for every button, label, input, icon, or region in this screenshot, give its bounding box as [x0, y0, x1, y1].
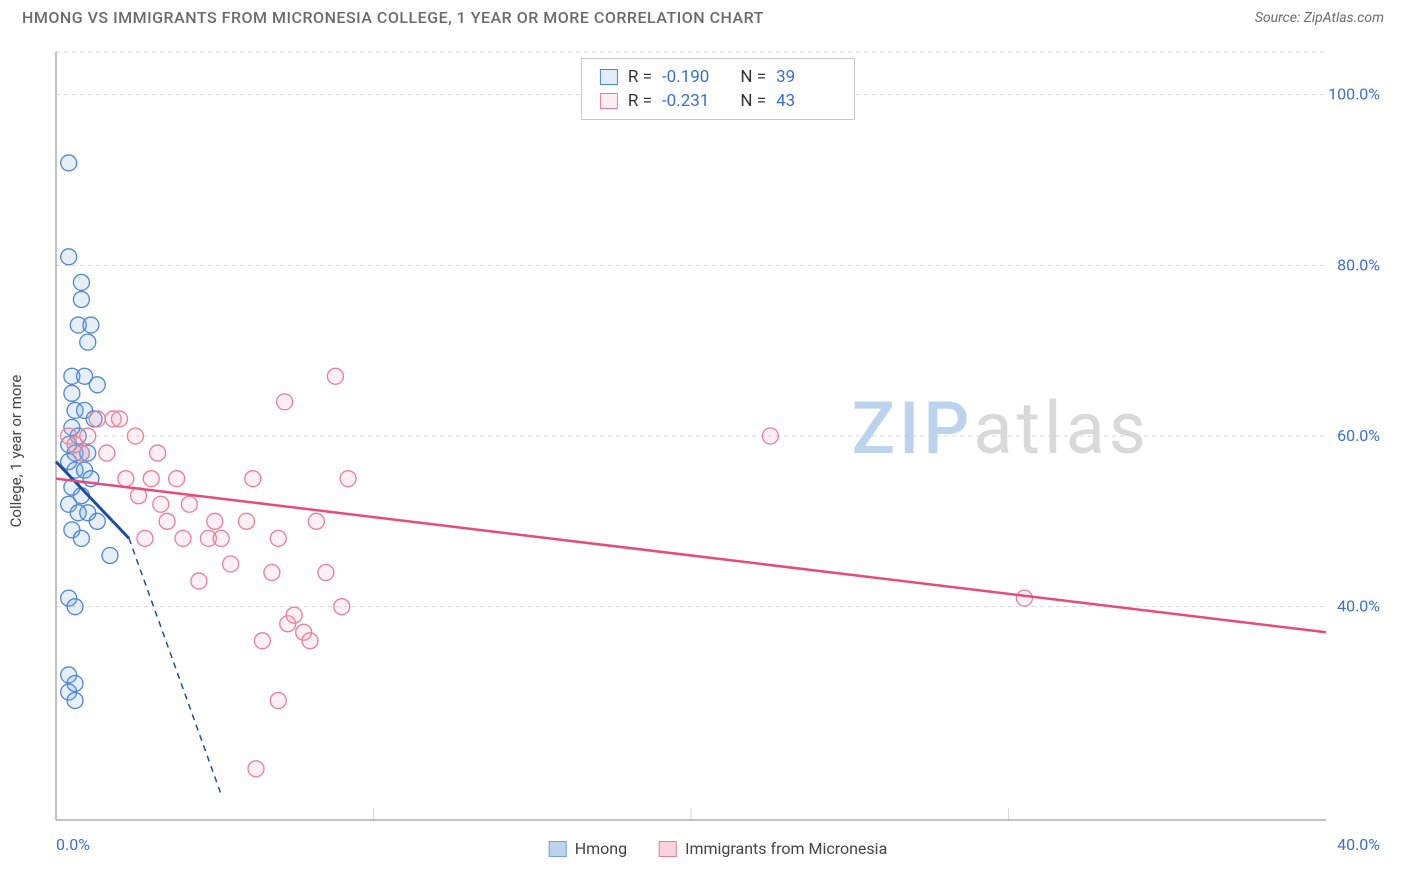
data-point — [239, 513, 255, 529]
data-point — [270, 693, 286, 709]
regression-line — [56, 479, 1326, 633]
data-point — [112, 411, 128, 427]
data-point — [254, 633, 270, 649]
data-point — [64, 385, 80, 401]
data-point — [175, 530, 191, 546]
series-swatch — [600, 69, 618, 85]
data-point — [223, 556, 239, 572]
data-point — [327, 368, 343, 384]
r-label: R = — [628, 91, 652, 111]
data-point — [334, 599, 350, 615]
data-point — [159, 513, 175, 529]
data-point — [89, 513, 105, 529]
y-tick-label: 100.0% — [1328, 85, 1380, 104]
data-point — [118, 471, 134, 487]
legend-swatch — [659, 841, 677, 857]
legend-label: Hmong — [575, 839, 627, 858]
series-swatch — [600, 93, 618, 109]
y-tick-label: 80.0% — [1337, 255, 1380, 274]
y-tick-label: 40.0% — [1337, 597, 1380, 616]
data-point — [102, 547, 118, 563]
y-tick-label: 60.0% — [1337, 426, 1380, 445]
data-point — [73, 274, 89, 290]
data-point — [137, 530, 153, 546]
data-point — [340, 471, 356, 487]
data-point — [169, 471, 185, 487]
y-axis-label: College, 1 year or more — [7, 375, 25, 528]
data-point — [181, 496, 197, 512]
series-legend: Hmong Immigrants from Micronesia — [539, 839, 898, 858]
scatter-plot: 40.0% 60.0% 80.0% 100.0% 0.0% 40.0% — [50, 46, 1386, 856]
data-point — [127, 428, 143, 444]
n-label: N = — [732, 67, 766, 87]
data-point — [67, 599, 83, 615]
n-value: 43 — [776, 91, 836, 111]
x-tick-label: 0.0% — [56, 835, 90, 854]
n-value: 39 — [776, 67, 836, 87]
source-attribution: Source: ZipAtlas.com — [1255, 10, 1384, 26]
data-point — [61, 155, 77, 171]
data-point — [73, 445, 89, 461]
data-point — [80, 428, 96, 444]
data-point — [207, 513, 223, 529]
data-point — [73, 530, 89, 546]
r-value: -0.190 — [662, 67, 722, 87]
data-point — [248, 761, 264, 777]
data-point — [89, 377, 105, 393]
data-point — [83, 317, 99, 333]
data-point — [762, 428, 778, 444]
data-point — [61, 249, 77, 265]
data-point — [264, 565, 280, 581]
legend-item: Hmong — [549, 839, 627, 858]
correlation-stats-box: R = -0.190 N = 39R = -0.231 N = 43 — [581, 58, 855, 120]
legend-item: Immigrants from Micronesia — [659, 839, 887, 858]
data-point — [308, 513, 324, 529]
chart-title: HMONG VS IMMIGRANTS FROM MICRONESIA COLL… — [22, 8, 764, 27]
data-point — [318, 565, 334, 581]
stats-row: R = -0.231 N = 43 — [600, 89, 836, 113]
data-point — [277, 394, 293, 410]
r-value: -0.231 — [662, 91, 722, 111]
legend-swatch — [549, 841, 567, 857]
data-point — [1016, 590, 1032, 606]
data-point — [67, 693, 83, 709]
data-point — [153, 496, 169, 512]
data-point — [150, 445, 166, 461]
data-point — [302, 633, 318, 649]
r-label: R = — [628, 67, 652, 87]
legend-label: Immigrants from Micronesia — [685, 839, 887, 858]
data-point — [191, 573, 207, 589]
data-point — [286, 607, 302, 623]
data-point — [99, 445, 115, 461]
data-point — [270, 530, 286, 546]
x-tick-label: 40.0% — [1337, 835, 1380, 854]
data-point — [213, 530, 229, 546]
n-label: N = — [732, 91, 766, 111]
stats-row: R = -0.190 N = 39 — [600, 65, 836, 89]
data-point — [143, 471, 159, 487]
regression-line-dashed — [129, 538, 221, 794]
data-point — [245, 471, 261, 487]
data-point — [89, 411, 105, 427]
data-point — [73, 291, 89, 307]
data-point — [80, 334, 96, 350]
chart-container: College, 1 year or more R = -0.190 N = 3… — [50, 46, 1386, 856]
